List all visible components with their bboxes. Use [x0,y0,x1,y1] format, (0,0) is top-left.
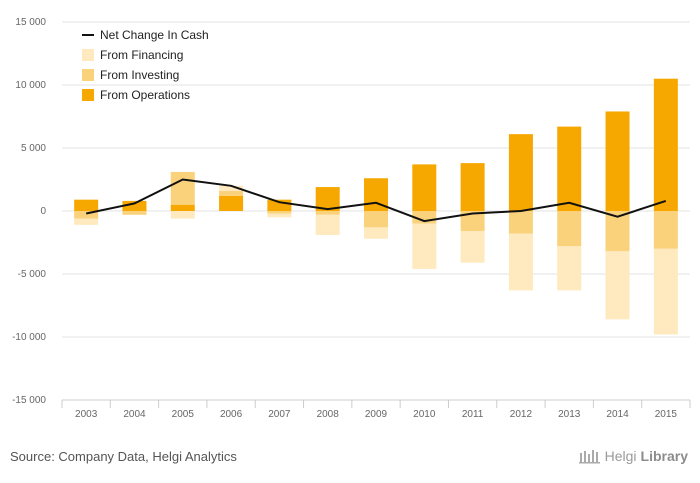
y-tick-label: 15 000 [15,17,46,28]
y-tick-label: 5 000 [21,143,46,154]
x-tick-label: 2014 [606,409,629,420]
legend-swatch [82,69,94,81]
y-tick-label: 0 [40,206,46,217]
bar-from-financing-2011 [460,231,485,263]
cash-flow-chart: 15 000 10 000 5 000 0 -5 000 -10 000 -15 000 2… [12,17,691,420]
bar-from-investing-2009 [364,211,388,228]
y-tick-label: -10 000 [12,332,46,343]
bar-from-financing-2007 [267,213,292,218]
bar-from-operations-2004 [122,200,147,211]
x-tick-label: 2013 [558,409,581,420]
bar-from-investing-2015 [653,211,678,249]
net-change-line [85,178,667,223]
x-tick-label: 2005 [172,409,195,420]
bar-from-operations-2005 [170,204,195,211]
x-tick-label: 2008 [317,409,340,420]
brand-name-light: Helgi [604,448,637,464]
legend-label: Net Change In Cash [100,28,209,42]
y-tick-label: 10 000 [15,80,46,91]
x-tick-label: 2012 [510,409,533,420]
x-tick-label: 2003 [75,409,98,420]
bar-from-investing-2004 [122,211,147,215]
bar-from-operations-2014 [605,111,630,211]
legend-swatch [82,49,94,61]
bar-from-financing-2003 [74,218,99,225]
legend-label: From Investing [100,68,179,82]
bar-from-financing-2006 [219,185,244,191]
bar-from-operations-2015 [653,78,678,211]
x-axis: 2003 2004 2005 2006 2007 2008 2009 2010 2011 2012… [61,399,691,420]
x-tick-label: 2007 [268,409,291,420]
bar-from-investing-2003 [74,211,99,219]
source-note: Source: Company Data, Helgi Analytics [10,449,237,464]
bar-from-investing-2013 [557,211,582,247]
x-tick-label: 2011 [462,409,484,420]
bar-from-investing-2011 [460,211,485,232]
x-tick-label: 2015 [655,409,678,420]
brand-name-bold: Library [640,448,688,464]
bar-from-financing-2005 [170,211,195,219]
bar-from-financing-2013 [557,246,582,291]
bar-from-operations-2012 [508,134,533,211]
net-change-polyline [85,178,667,223]
bar-from-financing-2012 [508,233,533,291]
legend-label: From Operations [100,88,190,102]
bar-from-investing-2012 [508,211,533,234]
bar-from-financing-2010 [412,223,437,269]
bar-from-operations-2010 [412,164,437,211]
bar-from-operations-2008 [315,187,340,211]
bar-from-financing-2014 [605,251,630,320]
bar-from-operations-2003 [74,199,99,211]
legend-swatch [82,89,94,101]
bar-from-financing-2008 [315,214,340,235]
legend-label: From Financing [100,48,183,62]
y-tick-label: -15 000 [12,395,46,406]
y-axis-ticks: 15 000 10 000 5 000 0 -5 000 -10 000 -15 000 [12,17,46,406]
bar-from-investing-2006 [219,190,244,196]
bar-from-operations-2006 [219,195,244,211]
bar-from-financing-2009 [364,227,388,239]
x-tick-label: 2004 [123,409,146,420]
x-tick-label: 2009 [365,409,388,420]
bar-from-financing-2015 [653,248,678,335]
x-tick-label: 2010 [413,409,436,420]
bar-from-investing-2008 [315,211,340,215]
x-tick-label: 2006 [220,409,243,420]
bar-from-investing-2007 [267,211,292,214]
bar-from-operations-2013 [557,126,582,211]
bar-from-operations-2011 [460,163,485,211]
legend: Net Change In Cash From Financing From Inv… [82,28,209,102]
y-tick-label: -5 000 [18,269,47,280]
bar-from-operations-2007 [267,199,292,211]
bar-from-investing-2005 [170,171,195,205]
brand-logo: Helgi Library [578,448,688,464]
bars [74,78,678,335]
library-logo-icon [578,450,600,464]
